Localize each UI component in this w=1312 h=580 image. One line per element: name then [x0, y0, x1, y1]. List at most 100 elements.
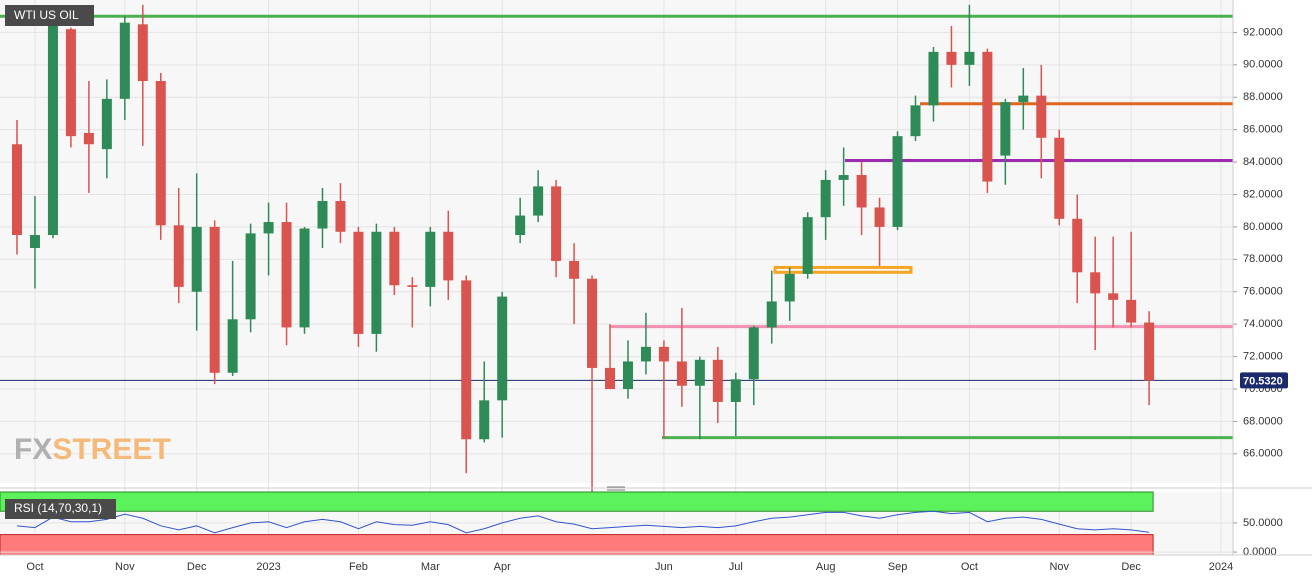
y-tick-label: 90.0000: [1243, 59, 1283, 71]
candle-body: [1018, 95, 1029, 103]
rsi-title-box: [5, 499, 116, 519]
candle-body: [407, 285, 418, 287]
x-tick-label: 2024: [1209, 561, 1233, 573]
candle-body: [587, 278, 598, 368]
watermark-street: STREET: [52, 433, 170, 466]
x-tick-label: Dec: [1121, 561, 1141, 573]
candle-body: [335, 200, 346, 232]
candle-body: [964, 51, 975, 65]
watermark: FXSTREET: [14, 433, 171, 466]
candle-body: [1000, 102, 1011, 156]
y-tick-label: 84.0000: [1243, 156, 1283, 168]
candle-body: [910, 105, 921, 137]
candle-body: [874, 207, 885, 227]
candle-body: [479, 400, 490, 440]
candle-body: [371, 231, 382, 334]
x-tick-label: Sep: [888, 561, 908, 573]
y-tick-label: 80.0000: [1243, 221, 1283, 233]
candle-body: [784, 273, 795, 302]
y-tick-label: 78.0000: [1243, 253, 1283, 265]
candle-body: [317, 200, 328, 229]
candle-body: [748, 327, 759, 380]
candle-body: [281, 222, 292, 328]
candle-body: [946, 51, 957, 65]
candle-body: [299, 228, 310, 328]
candle-body: [47, 22, 58, 236]
candle-body: [856, 175, 867, 208]
candle-body: [119, 22, 130, 99]
overbought-zone: [0, 491, 1154, 512]
candle-body: [191, 226, 202, 292]
candle-body: [605, 367, 616, 389]
x-tick-label: 2023: [256, 561, 280, 573]
candle-body: [101, 98, 112, 150]
x-tick-label: Oct: [961, 561, 978, 573]
candle-body: [730, 379, 741, 402]
y-tick-label: 86.0000: [1243, 124, 1283, 136]
x-tick-label: Dec: [187, 561, 207, 573]
watermark-fx: FX: [14, 433, 52, 466]
candle-body: [263, 222, 274, 234]
candle-body: [928, 51, 939, 106]
candle-body: [712, 359, 723, 402]
x-tick-label: Feb: [349, 561, 368, 573]
candle-body: [83, 132, 94, 145]
x-tick-label: Mar: [421, 561, 440, 573]
candle-body: [640, 346, 651, 362]
x-tick-label: Aug: [816, 561, 836, 573]
candle-body: [137, 24, 148, 82]
candle-body: [622, 361, 633, 389]
candle-body: [461, 280, 472, 440]
candle-body: [766, 301, 777, 328]
candle-body: [694, 359, 705, 386]
candle-body: [425, 231, 436, 287]
candle-body: [802, 217, 813, 274]
candle-body: [892, 136, 903, 227]
last-price-box: [1240, 372, 1288, 389]
candle-body: [1126, 299, 1137, 323]
candle-body: [569, 260, 580, 279]
candle-body: [1036, 95, 1047, 138]
candle-body: [838, 175, 849, 180]
candle-body: [1054, 137, 1065, 219]
candle-body: [658, 346, 669, 362]
y-tick-label: 0.0000: [1243, 546, 1277, 558]
candle-body: [820, 179, 831, 218]
zone: [773, 265, 913, 274]
y-tick-label: 82.0000: [1243, 188, 1283, 200]
y-tick-label: 50.0000: [1243, 517, 1283, 529]
last-price-label: 70.5320: [1243, 375, 1283, 387]
rsi-line: [16, 510, 1150, 534]
price-panel: [0, 0, 1233, 483]
candle-body: [245, 233, 256, 320]
title-box: [5, 5, 94, 26]
candle-body: [551, 186, 562, 261]
candle-body: [1144, 322, 1155, 381]
candle-body: [65, 29, 76, 137]
candle-body: [29, 235, 40, 248]
candle-body: [12, 144, 22, 236]
x-tick-label: Jun: [655, 561, 673, 573]
candle-body: [155, 81, 166, 226]
x-tick-label: Nov: [115, 561, 135, 573]
candle-body: [1090, 272, 1101, 294]
y-tick-label: 92.0000: [1243, 26, 1283, 38]
candle-body: [1108, 293, 1119, 300]
rsi-title: RSI (14,70,30,1): [14, 501, 102, 515]
chart-title: WTI US OIL: [14, 8, 79, 22]
candle-body: [982, 51, 993, 182]
y-tick-label: 74.0000: [1243, 318, 1283, 330]
candle-body: [227, 319, 238, 373]
y-tick-label: 72.0000: [1243, 350, 1283, 362]
y-tick-label: 68.0000: [1243, 415, 1283, 427]
x-tick-label: Nov: [1049, 561, 1069, 573]
candle-body: [389, 231, 400, 286]
candle-body: [1072, 218, 1083, 273]
candle-body: [497, 296, 508, 401]
y-tick-label: 76.0000: [1243, 286, 1283, 298]
y-tick-label: 88.0000: [1243, 91, 1283, 103]
x-tick-label: Oct: [26, 561, 43, 573]
x-tick-label: Jul: [729, 561, 743, 573]
candle-body: [676, 361, 687, 386]
